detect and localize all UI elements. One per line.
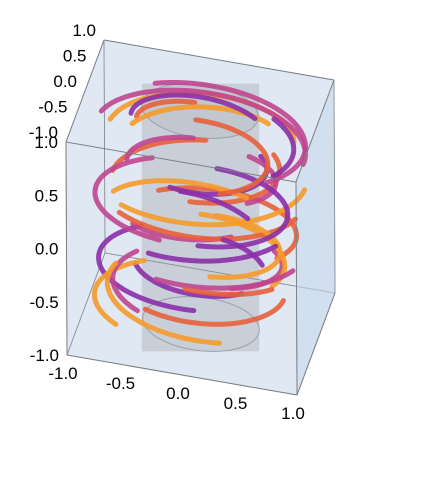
- y-axis-ticks: -1.0 -0.5 0.0 0.5 1.0: [29, 21, 96, 142]
- z-tick-label: 0.0: [35, 240, 59, 259]
- streamline: [128, 92, 258, 122]
- box-edge-1: [296, 292, 336, 396]
- x-tick-label: -1.0: [48, 364, 77, 383]
- z-tick-label: 1.0: [34, 133, 58, 152]
- z-tick-label: 0.5: [35, 186, 59, 205]
- box-edge-0: [66, 354, 298, 396]
- y-tick-label: -0.5: [38, 98, 67, 117]
- streamline: [116, 209, 298, 242]
- y-tick-label: -1.0: [29, 123, 58, 142]
- streamline: [142, 298, 286, 327]
- z-tick-label: -1.0: [30, 346, 59, 365]
- z-axis-ticks: -1.0 -0.5 0.0 0.5 1.0: [29, 133, 59, 365]
- streamline: [145, 243, 279, 264]
- streamline: [91, 258, 147, 327]
- streamline: [182, 286, 275, 297]
- y-tick-label: 0.0: [53, 72, 77, 91]
- box-edge-3: [295, 181, 298, 396]
- streamline: [96, 223, 197, 314]
- x-tick-label: 0.0: [166, 384, 190, 403]
- box-edge-5: [295, 79, 335, 183]
- streamline: [156, 185, 300, 261]
- streamline: [134, 98, 198, 119]
- box-front-edges: [65, 39, 336, 396]
- streamline: [104, 260, 222, 346]
- streamline: [110, 178, 249, 201]
- streamline: [207, 213, 283, 280]
- streamline: [118, 187, 308, 228]
- streamline: [98, 87, 308, 167]
- streamline: [124, 134, 196, 162]
- streamline: [153, 268, 296, 291]
- streamline: [92, 155, 162, 243]
- streamline: [270, 116, 297, 179]
- x-tick-label: 0.5: [224, 394, 248, 413]
- streamlines: [91, 80, 309, 346]
- box-edge-4: [65, 141, 297, 183]
- streamline: [244, 154, 279, 206]
- x-tick-label: -0.5: [106, 374, 135, 393]
- streamline: [152, 80, 309, 185]
- box-edge-6: [65, 39, 105, 143]
- x-tick-label: 1.0: [281, 404, 305, 423]
- y-tick-label: 0.5: [63, 47, 87, 66]
- streamline: [193, 117, 271, 197]
- streamline: [110, 137, 209, 173]
- streamline: [220, 237, 265, 268]
- z-tick-label: -0.5: [29, 293, 58, 312]
- cylinder-bottom: [142, 296, 260, 352]
- box-edge-7: [103, 39, 335, 81]
- streamline: [110, 248, 140, 314]
- box-edge-2: [65, 141, 68, 356]
- x-axis-ticks: -1.0 -0.5 0.0 0.5 1.0: [48, 364, 304, 423]
- y-tick-label: 1.0: [72, 21, 96, 40]
